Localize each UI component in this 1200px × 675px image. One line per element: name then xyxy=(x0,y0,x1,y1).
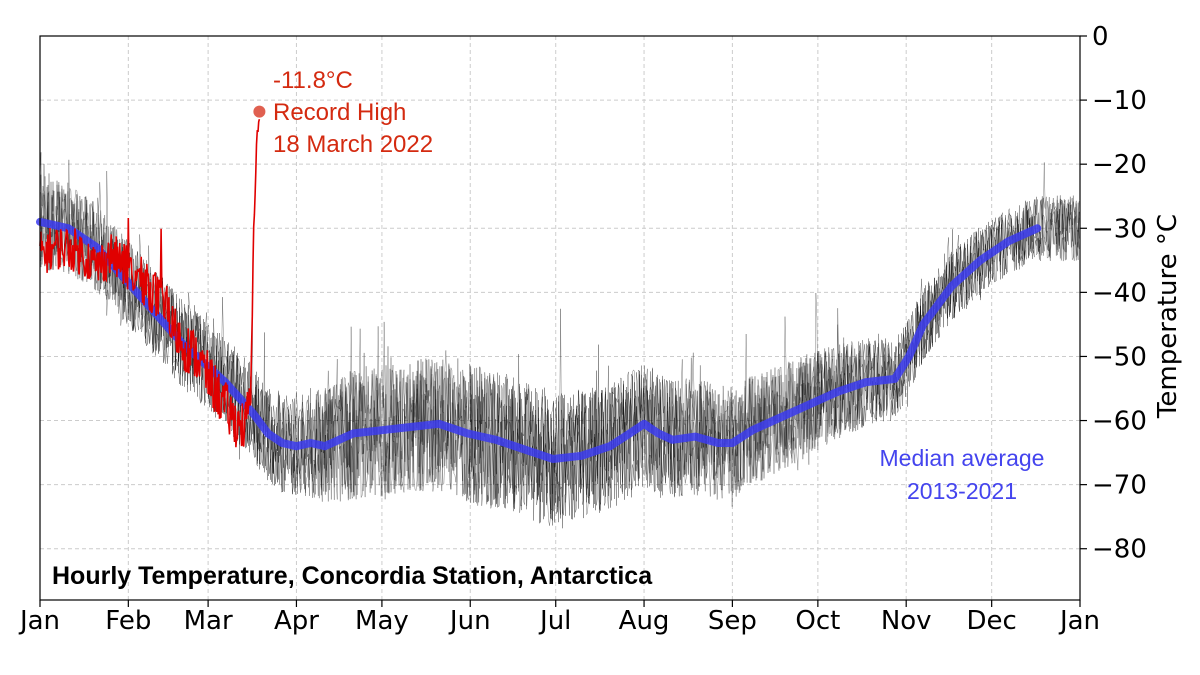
median-label-line2: 2013-2021 xyxy=(907,478,1017,504)
y-axis-ticks: 0 −10 −20 −30 −40 −50 −60 −70 −80 xyxy=(1080,22,1147,565)
y-tick-label-2: −20 xyxy=(1092,150,1147,180)
y-tick-label-5: −50 xyxy=(1092,342,1147,372)
x-tick-label-10: Nov xyxy=(881,606,932,636)
x-tick-label-8: Sep xyxy=(708,606,757,636)
x-tick-label-11: Dec xyxy=(967,606,1017,636)
y-tick-label-7: −70 xyxy=(1092,471,1147,501)
x-tick-label-3: Apr xyxy=(274,606,319,636)
median-line xyxy=(36,217,1042,463)
record-date-label: 18 March 2022 xyxy=(273,131,433,158)
record-annotation: -11.8°C Record High 18 March 2022 xyxy=(273,67,433,158)
record-value-label: -11.8°C xyxy=(273,67,353,94)
median-label-line1: Median average xyxy=(880,445,1045,471)
x-tick-label-4: May xyxy=(355,606,409,636)
record-high-point xyxy=(253,105,266,118)
x-tick-label-9: Oct xyxy=(795,606,840,636)
x-axis-ticks: Jan Feb Mar Apr May Jun Jul Aug Sep Oct Nov Dec Jan xyxy=(18,600,1100,636)
y-tick-label-4: −40 xyxy=(1092,278,1147,308)
x-tick-label-0: Jan xyxy=(18,606,60,636)
hourly-trace-5 xyxy=(39,170,1080,523)
plot-frame xyxy=(39,35,1081,601)
median-series xyxy=(36,217,1042,463)
y-axis-label: Temperature °C xyxy=(1153,214,1183,419)
x-tick-label-12: Jan xyxy=(1058,606,1100,636)
y-tick-label-8: −80 xyxy=(1092,535,1147,565)
record-2022-line xyxy=(39,118,261,448)
x-tick-label-6: Jul xyxy=(538,606,571,636)
grid xyxy=(39,35,1081,600)
y-tick-label-3: −30 xyxy=(1092,214,1147,244)
chart-title: Hourly Temperature, Concordia Station, A… xyxy=(52,562,653,590)
y-tick-label-1: −10 xyxy=(1092,86,1147,116)
y-tick-label-6: −60 xyxy=(1092,407,1147,437)
x-tick-label-1: Feb xyxy=(105,606,151,636)
y-tick-label-0: 0 xyxy=(1092,22,1109,52)
median-annotation: Median average 2013-2021 xyxy=(880,445,1045,504)
record-2022-series xyxy=(39,105,266,448)
x-tick-label-5: Jun xyxy=(448,606,491,636)
x-tick-label-7: Aug xyxy=(619,606,670,636)
record-title-label: Record High xyxy=(273,99,406,126)
x-tick-label-2: Mar xyxy=(184,606,233,636)
